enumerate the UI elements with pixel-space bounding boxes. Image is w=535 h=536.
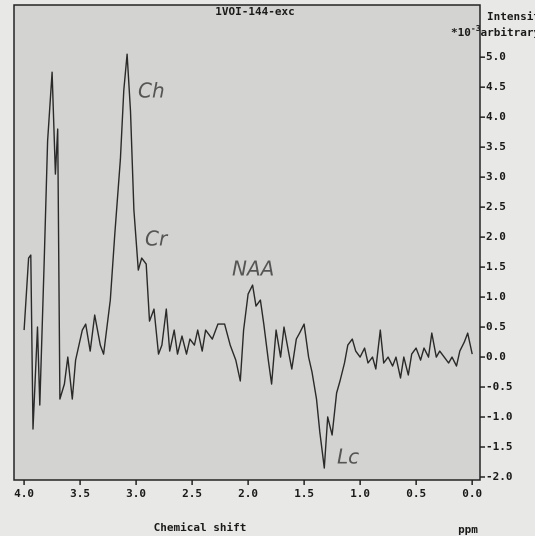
y-tick-label: -0.5 [486,380,513,393]
x-axis-unit: ppm [458,523,478,536]
x-tick-label: 2.5 [182,487,202,500]
unit-prefix: *10 [451,26,471,39]
x-tick-label: 1.0 [350,487,370,500]
y-tick-label: 3.0 [486,170,506,183]
y-tick-label: 4.0 [486,110,506,123]
y-tick-label: -1.0 [486,410,513,423]
annotation: Cr [145,227,169,251]
x-tick-label: 3.5 [70,487,90,500]
y-tick-label: 2.0 [486,230,506,243]
y-tick-label: -2.0 [486,470,513,483]
y-tick-label: 1.5 [486,260,506,273]
x-tick-label: 0.5 [406,487,426,500]
annotation: Lc [337,445,359,469]
unit-exponent: -3 [471,24,481,33]
y-axis-label: Intensity [487,10,535,23]
x-tick-label: 1.5 [294,487,314,500]
x-tick-label: 2.0 [238,487,258,500]
x-tick-label: 4.0 [14,487,34,500]
y-tick-label: 5.0 [486,50,506,63]
y-tick-label: 0.0 [486,350,506,363]
y-tick-label: 0.5 [486,320,506,333]
annotation: Ch [138,79,165,103]
y-tick-label: 2.5 [486,200,506,213]
chart-title: 1VOI-144-exc [215,5,294,18]
spectrum-line [23,53,473,469]
y-tick-label: 1.0 [486,290,506,303]
x-axis-label: Chemical shift [154,521,247,534]
x-tick-label: 3.0 [126,487,146,500]
x-tick-label: 0.0 [462,487,482,500]
y-tick-label: 3.5 [486,140,506,153]
y-axis-unit: *10-3arbitrary uni [451,24,535,40]
y-tick-label: 4.5 [486,80,506,93]
annotation: NAA [232,257,274,281]
unit-text: arbitrary uni [481,26,535,39]
plot-area [13,4,481,481]
y-tick-label: -1.5 [486,440,513,453]
